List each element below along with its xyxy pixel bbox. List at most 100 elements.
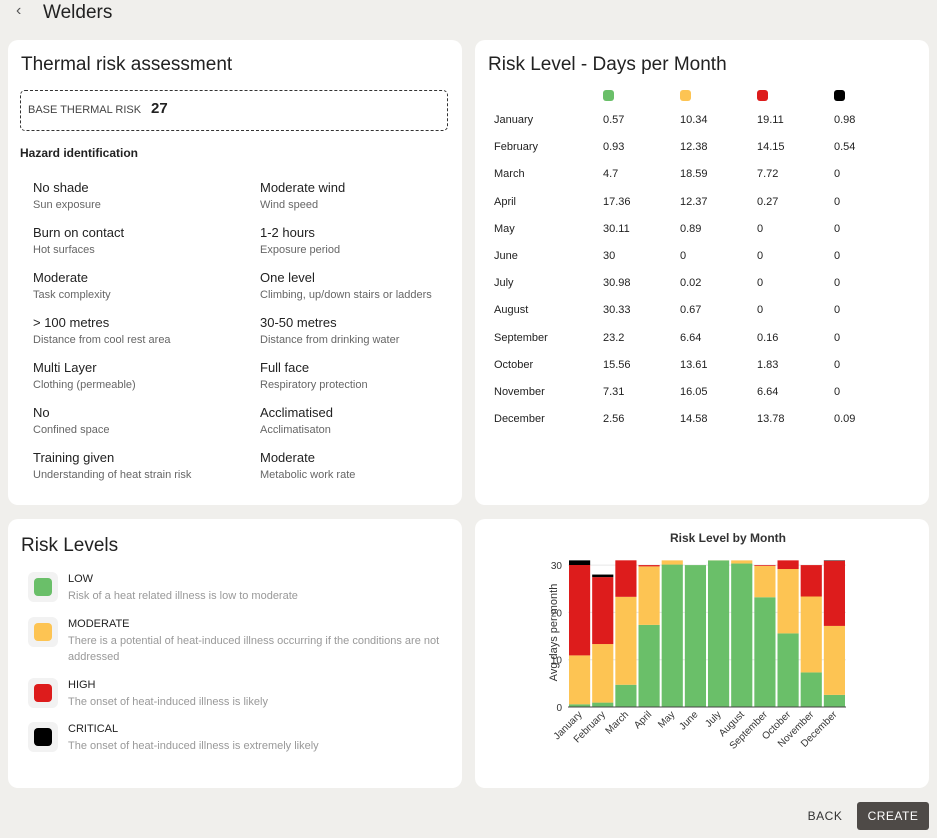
month-label: May: [494, 222, 515, 235]
table-cell: 0.93: [603, 141, 625, 154]
table-cell: 14.15: [757, 141, 785, 154]
hazard-label: Acclimatisaton: [260, 424, 331, 436]
chart: Risk Level by Month Avg days per month 0 10…: [548, 531, 846, 752]
bar-segment: [569, 655, 591, 705]
table-cell: 0: [834, 250, 841, 262]
table-cell: 30.33: [603, 304, 631, 317]
table-cell: 16.05: [680, 386, 708, 398]
table-cell: 7.72: [757, 168, 779, 181]
month-label: February: [494, 141, 539, 154]
table-cell: 12.38: [680, 141, 708, 154]
hazard-label: Clothing (permeable): [33, 379, 136, 391]
table-cell: 0.67: [680, 304, 702, 317]
hazard-value: Moderate: [260, 450, 315, 465]
table-cell: 0: [757, 304, 764, 317]
table-cell: 6.64: [680, 331, 702, 344]
month-label: August: [494, 304, 529, 317]
table-cell: 1.83: [757, 358, 779, 371]
level-icon: [28, 722, 58, 752]
column-swatch: [757, 90, 768, 101]
hazard-value: Moderate wind: [260, 180, 346, 195]
bar-segment: [592, 702, 614, 707]
table-cell: 30: [603, 250, 616, 262]
hazard-value: No shade: [33, 180, 89, 195]
page-title: Welders: [43, 2, 113, 23]
bar-segment: [615, 684, 637, 707]
bar-segment: [823, 625, 845, 695]
month-label: November: [494, 386, 545, 398]
level-name: CRITICAL: [68, 723, 119, 735]
y-tick-label: 20: [551, 608, 563, 619]
level-swatch: [34, 684, 52, 702]
x-tick-label: June: [677, 709, 700, 732]
card-title: Risk Level - Days per Month: [488, 54, 727, 75]
column-swatch: [680, 90, 691, 101]
level-icon: [28, 678, 58, 708]
back-button[interactable]: BACK: [807, 809, 843, 823]
bar-segment: [731, 560, 753, 564]
hazard-label: Wind speed: [260, 199, 319, 211]
level-description: There is a potential of heat-induced ill…: [68, 635, 440, 663]
create-button[interactable]: CREATE: [857, 802, 929, 830]
table-cell: 0: [757, 222, 764, 235]
hazard-label: Sun exposure: [33, 199, 101, 211]
hazard-value: Training given: [33, 450, 115, 465]
bar-segment: [731, 563, 753, 707]
table-cell: 0.16: [757, 331, 779, 344]
back-arrow[interactable]: ‹: [16, 2, 22, 19]
bar-segment: [777, 560, 799, 570]
table-cell: 30.98: [603, 277, 631, 290]
hazard-value: Acclimatised: [260, 405, 333, 420]
hazard-value: 1-2 hours: [260, 225, 315, 240]
x-tick-label: April: [632, 709, 654, 731]
table-cell: 0.27: [757, 195, 779, 208]
y-tick-label: 10: [551, 656, 563, 667]
bar-segment: [823, 694, 845, 707]
bar-segment: [754, 597, 776, 707]
levels-card: Risk Levels LOW Risk of a heat related ill…: [8, 519, 462, 788]
table-cell: 10.34: [680, 114, 708, 126]
table-cell: 0: [834, 168, 841, 181]
hazard-value: Full face: [260, 360, 310, 375]
bar-segment: [661, 564, 683, 707]
table-cell: 0: [834, 331, 841, 344]
hazard-value: 30-50 metres: [260, 315, 337, 330]
bar-segment: [592, 644, 614, 703]
month-label: October: [494, 358, 534, 371]
level-icon: [28, 617, 58, 647]
level-swatch: [34, 728, 52, 746]
base-risk-box: BASE THERMAL RISK 27: [20, 90, 448, 131]
table-cell: 0: [834, 222, 841, 235]
hazard-label: Distance from cool rest area: [33, 334, 171, 346]
card-title: Thermal risk assessment: [21, 54, 233, 75]
column-swatch: [834, 90, 845, 101]
table-cell: 0: [834, 304, 841, 317]
hazard-label: Understanding of heat strain risk: [33, 469, 192, 481]
bar-segment: [800, 672, 822, 707]
hazard-label: Metabolic work rate: [260, 469, 356, 481]
hazard-label: Climbing, up/down stairs or ladders: [260, 289, 432, 301]
hazard-value: No: [33, 405, 50, 420]
bar-segment: [592, 574, 614, 578]
level-description: Risk of a heat related illness is low to…: [68, 590, 298, 602]
level-swatch: [34, 623, 52, 641]
bar-segment: [592, 577, 614, 645]
bar-segment: [684, 565, 706, 707]
y-tick-label: 30: [551, 561, 563, 572]
table-cell: 23.2: [603, 331, 625, 344]
table-cell: 0.98: [834, 114, 856, 126]
level-name: MODERATE: [68, 618, 130, 630]
month-label: January: [494, 114, 534, 126]
table-cell: 7.31: [603, 386, 625, 398]
bar-segment: [638, 624, 660, 707]
table-cell: 0.09: [834, 413, 856, 426]
month-label: March: [494, 168, 525, 181]
bar-segment: [754, 565, 776, 566]
table-cell: 0.89: [680, 222, 702, 235]
card-title: Risk Levels: [21, 535, 119, 556]
table-cell: 0.02: [680, 277, 702, 290]
bar-segment: [638, 566, 660, 625]
table-cell: 0: [757, 277, 764, 290]
base-risk-value: 27: [151, 100, 168, 117]
